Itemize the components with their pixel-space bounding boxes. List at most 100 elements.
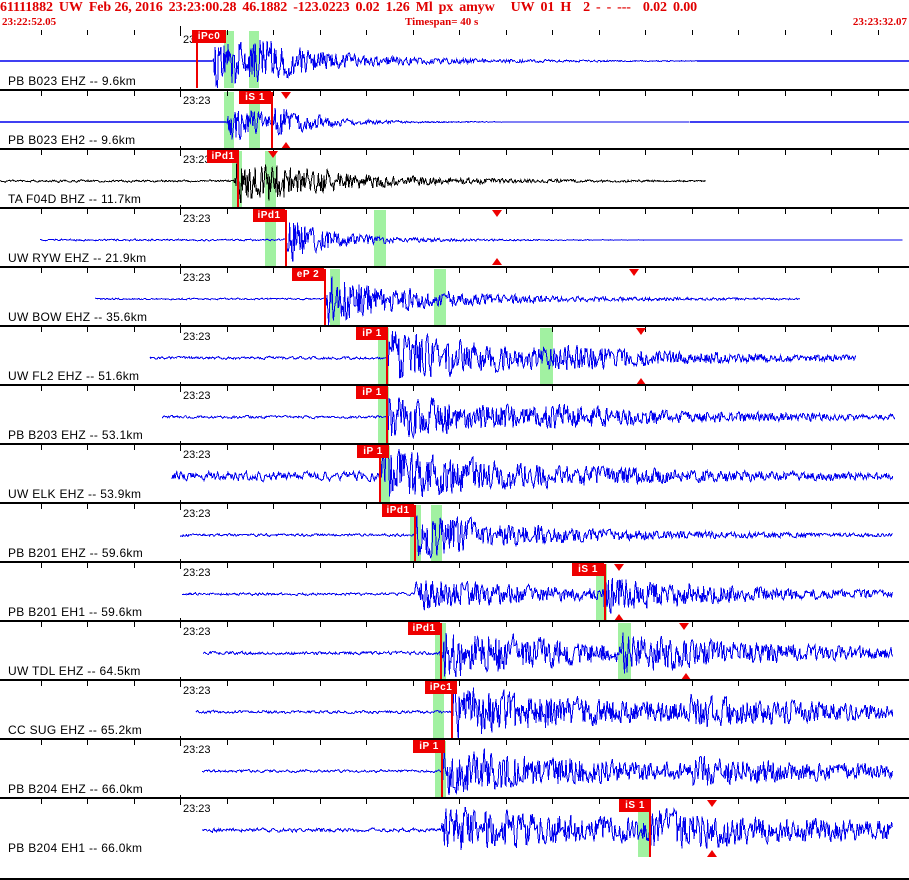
time-tick-minor [506, 504, 507, 509]
phase-pick-label[interactable]: iP 1 [357, 445, 389, 458]
waveform[interactable] [0, 150, 909, 209]
phase-pick-line[interactable] [451, 682, 453, 739]
phase-pick-line[interactable] [196, 31, 198, 88]
time-tick-minor [785, 799, 786, 804]
waveform[interactable] [0, 504, 909, 563]
trace-row[interactable]: 23:23 iPd1 UW TDL EHZ -- 64.5km [0, 618, 909, 681]
waveform[interactable] [0, 209, 909, 268]
phase-pick-line[interactable] [604, 564, 606, 621]
time-tick-minor [134, 91, 135, 96]
time-tick-minor [320, 681, 321, 686]
waveform[interactable] [0, 563, 909, 622]
phase-pick-label[interactable]: iP 1 [413, 740, 445, 753]
time-tick-minor [878, 799, 879, 804]
phase-pick-line[interactable] [271, 92, 273, 149]
time-tick-minor [41, 799, 42, 804]
trace-row[interactable]: 23:23 iPd1 UW RYW EHZ -- 21.9km [0, 205, 909, 268]
time-tick-minor [227, 209, 228, 214]
phase-pick-line[interactable] [379, 446, 381, 503]
time-tick-minor [273, 740, 274, 745]
channel-label: UW TDL EHZ -- 64.5km [8, 664, 141, 678]
waveform[interactable] [0, 386, 909, 445]
panel-bottom-rule [0, 878, 909, 880]
waveform[interactable] [0, 681, 909, 740]
phase-pick-label[interactable]: iP 1 [356, 386, 388, 399]
timespan-label: Timespan= 40 s [405, 16, 479, 28]
phase-pick-label[interactable]: iPd1 [408, 622, 440, 635]
window-start-time: 23:22:52.05 [2, 16, 57, 28]
phase-pick-label[interactable]: iPd1 [253, 209, 285, 222]
time-axis [0, 323, 909, 335]
waveform[interactable] [0, 268, 909, 327]
phase-pick-label[interactable]: iPd1 [207, 150, 239, 163]
time-tick-minor [227, 268, 228, 273]
time-tick-minor [459, 209, 460, 214]
waveform[interactable] [0, 740, 909, 799]
phase-pick-line[interactable] [285, 210, 287, 267]
trace-row[interactable]: 23:23 iP 1 UW ELK EHZ -- 53.9km [0, 441, 909, 504]
time-tick-minor [738, 563, 739, 568]
time-tick-minor [134, 622, 135, 627]
time-tick-minor [645, 563, 646, 568]
event-version: 01 [540, 0, 555, 15]
phase-pick-line[interactable] [441, 741, 443, 798]
waveform[interactable] [0, 30, 909, 89]
time-tick-minor [320, 563, 321, 568]
waveform[interactable] [0, 622, 909, 681]
seismogram-panel[interactable]: 23:23 iPc0 PB B023 EHZ -- 9.6km 23:23 iS 1 PB… [0, 26, 909, 880]
time-axis-label: 23:23 [183, 685, 211, 697]
phase-pick-line[interactable] [649, 800, 651, 857]
phase-pick-line[interactable] [324, 269, 326, 326]
phase-pick-label[interactable]: iP 1 [356, 327, 388, 340]
waveform[interactable] [0, 445, 909, 504]
trace-row[interactable]: 23:23 iPc1 CC SUG EHZ -- 65.2km [0, 677, 909, 740]
phase-pick-label[interactable]: iS 1 [239, 91, 271, 104]
time-tick-minor [692, 563, 693, 568]
trace-row[interactable]: 23:23 iS 1 PB B023 EH2 -- 9.6km [0, 87, 909, 150]
waveform[interactable] [0, 91, 909, 150]
time-tick-minor [831, 445, 832, 450]
phase-pick-line[interactable] [386, 328, 388, 385]
phase-pick-label[interactable]: iPc0 [192, 30, 226, 43]
time-tick-minor [413, 681, 414, 686]
trace-row[interactable]: 23:23 iPd1 PB B201 EHZ -- 59.6km [0, 500, 909, 563]
time-axis-label: 23:23 [183, 449, 211, 461]
time-tick-minor [459, 622, 460, 627]
time-tick-minor [87, 209, 88, 214]
time-tick-minor [552, 209, 553, 214]
channel-label: UW BOW EHZ -- 35.6km [8, 310, 148, 324]
trace-row[interactable]: 23:23 iP 1 PB B204 EHZ -- 66.0km [0, 736, 909, 799]
waveform[interactable] [0, 799, 909, 858]
time-tick-minor [738, 504, 739, 509]
time-tick-minor [41, 91, 42, 96]
trace-row[interactable]: 23:23 iS 1 PB B201 EH1 -- 59.6km [0, 559, 909, 622]
trace-row[interactable]: 23:23 eP 2 UW BOW EHZ -- 35.6km [0, 264, 909, 327]
time-tick-minor [366, 799, 367, 804]
trace-row[interactable]: 23:23 iP 1 PB B203 EHZ -- 53.1km [0, 382, 909, 445]
time-tick-minor [413, 150, 414, 155]
phase-pick-label[interactable]: eP 2 [292, 268, 324, 281]
phase-pick-label[interactable]: iS 1 [619, 799, 651, 812]
phase-pick-line[interactable] [237, 151, 239, 208]
time-tick-major [180, 323, 181, 333]
phase-pick-line[interactable] [386, 387, 388, 444]
phase-pick-label[interactable]: iPc1 [425, 681, 457, 694]
time-tick-minor [506, 799, 507, 804]
time-tick-minor [87, 563, 88, 568]
time-tick-minor [273, 681, 274, 686]
phase-pick-line[interactable] [440, 623, 442, 680]
time-tick-minor [459, 563, 460, 568]
trace-row[interactable]: 23:23 iPd1 TA F04D BHZ -- 11.7km [0, 146, 909, 209]
time-tick-minor [552, 30, 553, 35]
amplitude-marker-up-icon [707, 850, 717, 857]
phase-pick-label[interactable]: iS 1 [572, 563, 604, 576]
time-tick-minor [459, 799, 460, 804]
phase-pick-line[interactable] [414, 505, 416, 562]
trace-row[interactable]: 23:23 iS 1 PB B204 EH1 -- 66.0km [0, 795, 909, 858]
phase-pick-label[interactable]: iPd1 [382, 504, 414, 517]
time-tick-minor [227, 327, 228, 332]
time-tick-minor [878, 622, 879, 627]
trace-row[interactable]: 23:23 iP 1 UW FL2 EHZ -- 51.6km [0, 323, 909, 386]
waveform[interactable] [0, 327, 909, 386]
trace-row[interactable]: 23:23iPc0PB B023 EHZ -- 9.6km [0, 26, 909, 89]
